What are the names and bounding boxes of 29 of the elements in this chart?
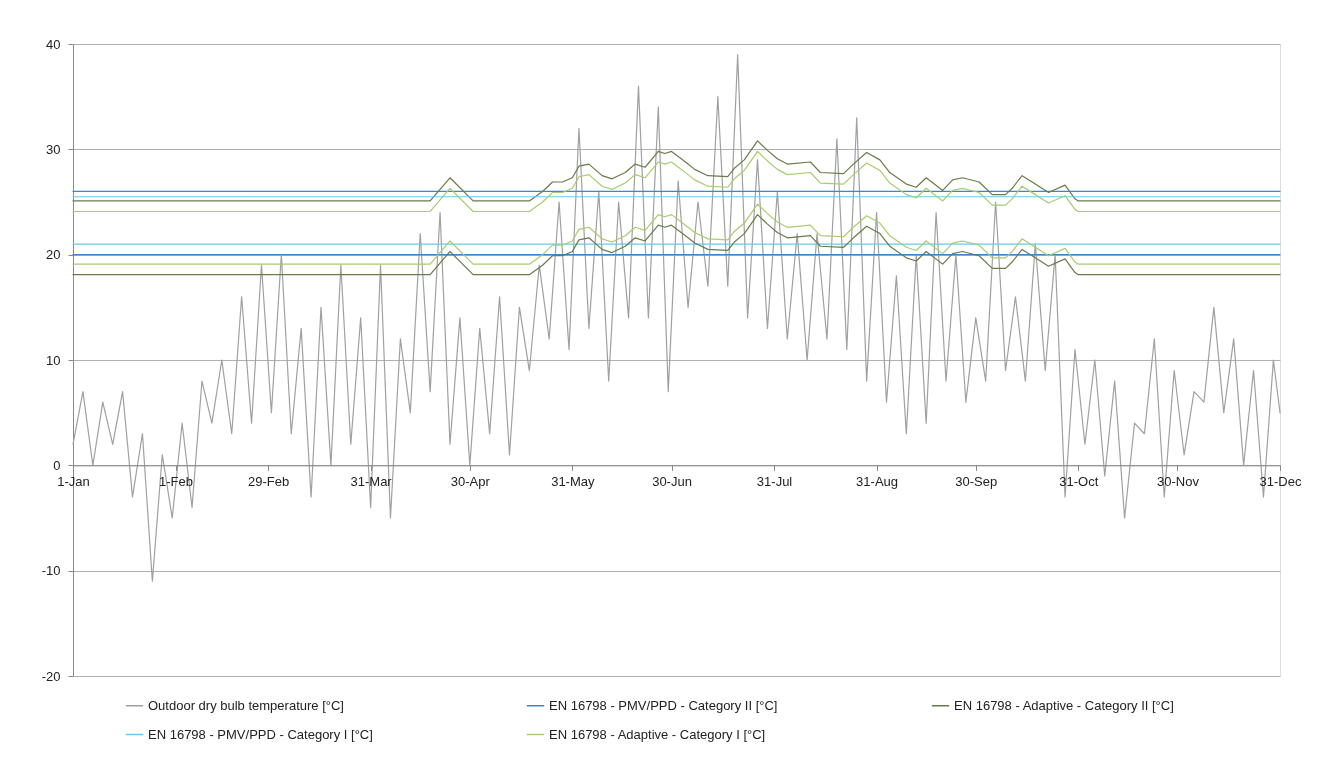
legend-label: EN 16798 - PMV/PPD - Category II [°C] bbox=[549, 697, 778, 713]
y-tick-label: -10 bbox=[41, 563, 61, 579]
x-tick-label: 31-Mar bbox=[350, 473, 393, 489]
line-series bbox=[72, 203, 1281, 265]
x-tick-label: 30-Apr bbox=[450, 473, 491, 489]
legend-label: EN 16798 - Adaptive - Category II [°C] bbox=[954, 697, 1174, 713]
line-series bbox=[72, 150, 1281, 213]
x-tick-label: 31-Dec bbox=[1259, 473, 1302, 489]
y-tick-label: 0 bbox=[53, 457, 61, 473]
x-tick-label: 30-Sep bbox=[955, 473, 998, 489]
legend-label: Outdoor dry bulb temperature [°C] bbox=[148, 697, 344, 713]
line-series bbox=[72, 214, 1281, 276]
y-tick-label: 20 bbox=[46, 247, 61, 263]
x-tick-label: 31-Oct bbox=[1059, 473, 1099, 489]
legend-label: EN 16798 - Adaptive - Category I [°C] bbox=[549, 726, 766, 742]
y-tick-label: -20 bbox=[41, 668, 61, 684]
y-tick-label: 30 bbox=[46, 141, 61, 157]
line-series bbox=[72, 140, 1281, 202]
y-tick-label: 10 bbox=[46, 352, 61, 368]
x-tick-label: 29-Feb bbox=[248, 473, 290, 489]
y-tick-label: 40 bbox=[46, 36, 61, 52]
x-tick-label: 31-May bbox=[551, 473, 595, 489]
x-tick-label: 1-Jan bbox=[57, 473, 90, 489]
x-tick-label: 30-Nov bbox=[1157, 473, 1200, 489]
legend-label: EN 16798 - PMV/PPD - Category I [°C] bbox=[148, 726, 373, 742]
x-tick-label: 31-Jul bbox=[756, 473, 793, 489]
x-tick-label: 30-Jun bbox=[652, 473, 692, 489]
x-tick-label: 31-Aug bbox=[856, 473, 899, 489]
x-tick-label: 1-Feb bbox=[159, 473, 193, 489]
